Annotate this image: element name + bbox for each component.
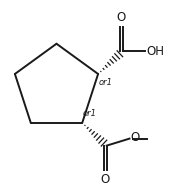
Text: or1: or1 [99,78,113,87]
Text: or1: or1 [83,109,97,118]
Text: O: O [117,10,126,24]
Text: O: O [101,173,110,184]
Text: OH: OH [146,45,164,58]
Text: O: O [130,131,140,144]
